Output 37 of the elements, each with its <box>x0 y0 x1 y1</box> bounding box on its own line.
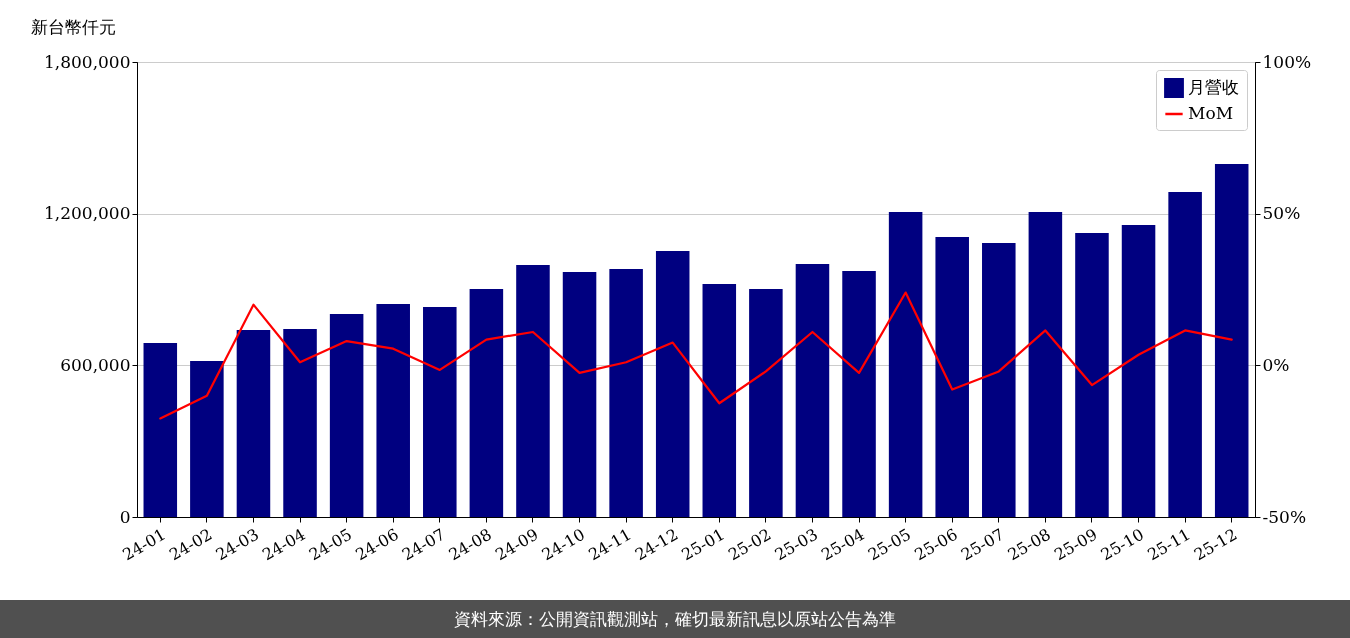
bar <box>469 288 504 517</box>
y-tick-label: 1,200,000 <box>43 203 131 224</box>
bar <box>190 361 224 517</box>
bar <box>702 283 737 517</box>
bar <box>655 251 690 517</box>
y2-tick-label: 100% <box>1262 51 1312 72</box>
bar <box>888 211 923 517</box>
line-series <box>159 291 1233 420</box>
y-tick-label: 600,000 <box>60 354 131 375</box>
y2-tick-label: 50% <box>1262 203 1301 224</box>
bar <box>1121 225 1156 517</box>
bar <box>1028 211 1063 517</box>
y2-tick-label: -50% <box>1262 506 1307 527</box>
bar <box>842 271 876 517</box>
bar <box>283 328 317 517</box>
y2-tick-label: 0% <box>1262 354 1290 375</box>
bar <box>1168 191 1202 517</box>
bar <box>376 303 410 517</box>
bar <box>609 269 643 517</box>
bar <box>423 306 457 517</box>
y-tick-label: 0 <box>119 506 131 527</box>
bar <box>982 242 1016 517</box>
bar <box>1214 164 1249 517</box>
bar <box>935 236 969 517</box>
bar <box>1075 232 1109 517</box>
bar <box>143 343 178 517</box>
bar <box>516 264 550 517</box>
y-tick-label: 1,800,000 <box>43 51 131 72</box>
source-note: 資料來源：公開資訊觀測站，確切最新訊息以原站公告為準 <box>454 607 896 631</box>
bar <box>749 288 783 517</box>
bar <box>329 314 364 517</box>
bar <box>562 272 597 517</box>
bar <box>795 263 830 517</box>
y-axis-title: 新台幣仟元 <box>30 16 116 37</box>
legend-label: 月營收 <box>1188 77 1239 97</box>
legend-label: MoM <box>1188 103 1234 123</box>
bar <box>236 329 271 517</box>
